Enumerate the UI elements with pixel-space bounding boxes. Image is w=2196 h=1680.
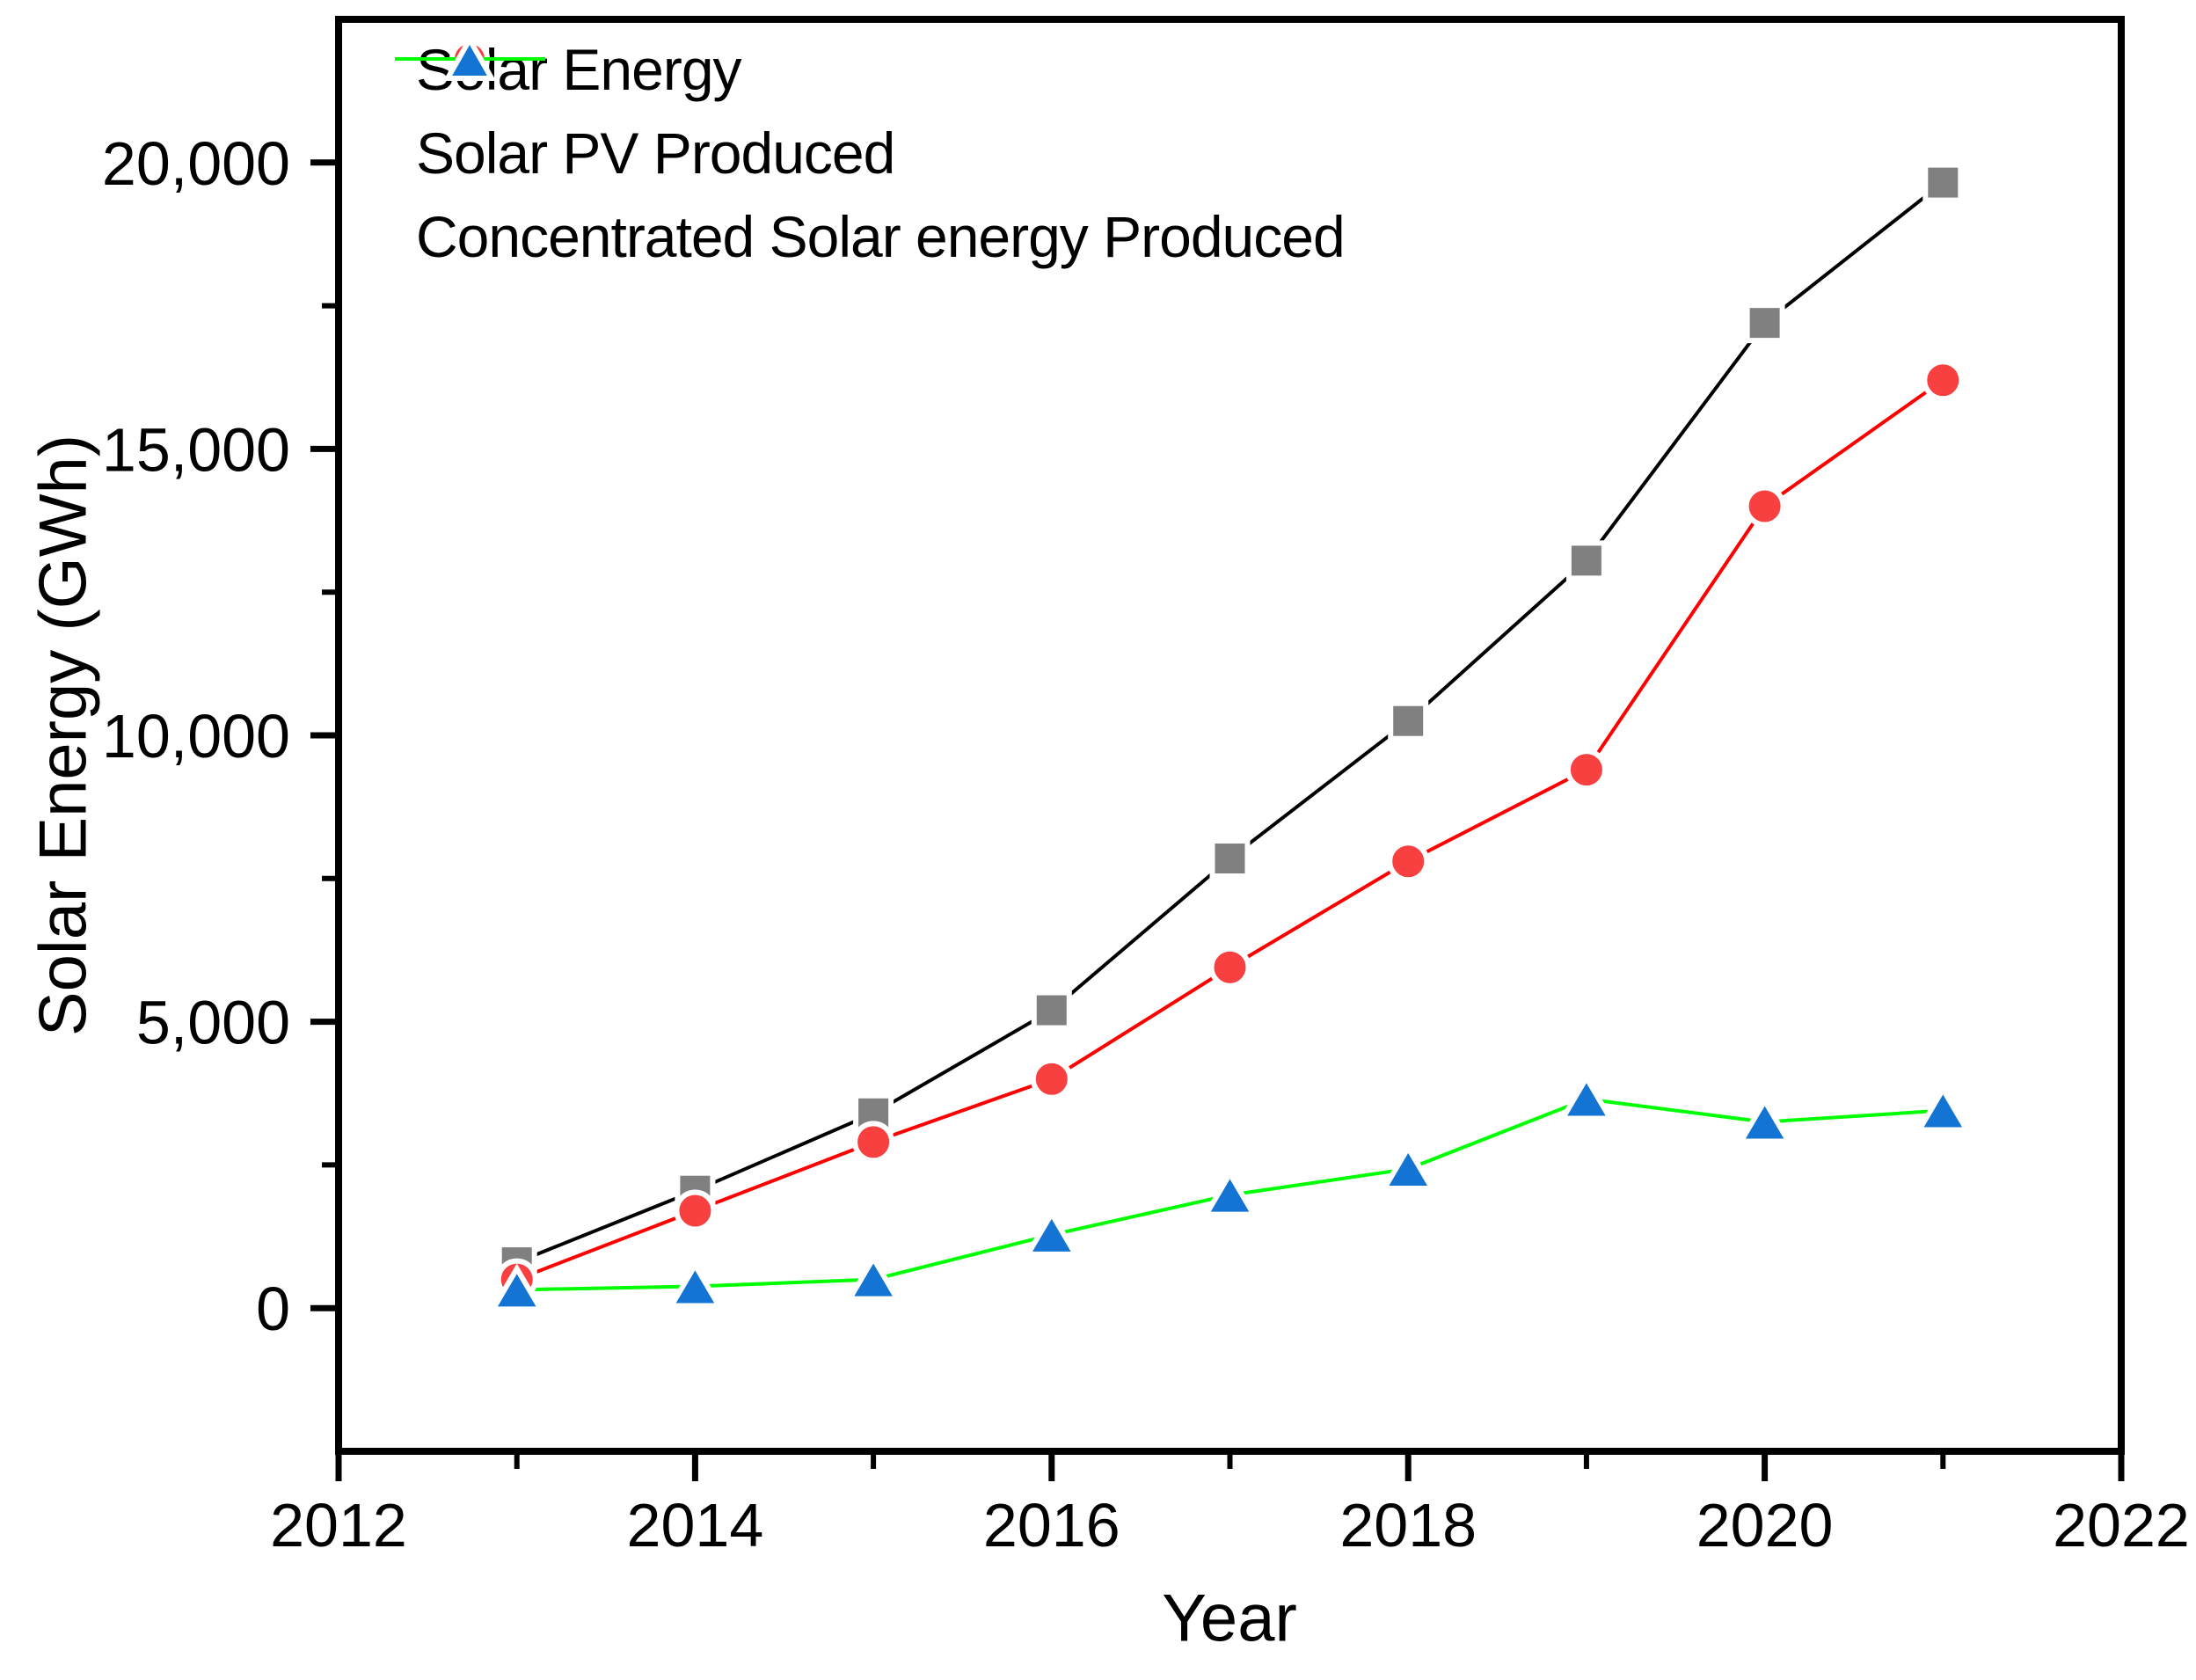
x-tick-label: 2020: [1696, 1491, 1834, 1559]
data-point-circle: [1387, 840, 1430, 883]
legend-label: Concentrated Solar energy Produced: [416, 203, 1346, 269]
data-point-circle: [1743, 485, 1786, 528]
y-tick-label: 0: [256, 1275, 290, 1343]
data-point-circle: [1030, 1057, 1073, 1100]
x-tick-label: 2012: [270, 1491, 407, 1559]
y-tick-label: 20,000: [102, 129, 290, 198]
data-point-circle: [1208, 946, 1251, 989]
data-point-triangle: [667, 1260, 724, 1309]
legend-label: Solar PV Produced: [416, 120, 895, 186]
legend-triangle-icon: [395, 33, 545, 81]
data-point-triangle: [1023, 1208, 1081, 1257]
series-line-0: [515, 181, 1944, 1264]
data-point-circle: [1922, 359, 1965, 402]
x-tick-label: 2022: [2053, 1491, 2190, 1559]
data-point-square: [1209, 838, 1251, 880]
plot-border: [335, 16, 2125, 1455]
data-point-triangle: [844, 1253, 902, 1302]
data-point-triangle: [1915, 1084, 1972, 1133]
x-tick-label: 2014: [627, 1491, 764, 1559]
series-line-1: [515, 378, 1944, 1282]
data-point-square: [1388, 700, 1429, 741]
x-axis-title: Year: [1162, 1581, 1297, 1656]
legend: Solar Energy Solar PV Produced Concentrate…: [393, 27, 1346, 278]
data-point-square: [1031, 990, 1072, 1031]
data-point-circle: [674, 1189, 717, 1232]
y-tick-label: 15,000: [102, 415, 290, 484]
legend-item: Solar PV Produced: [393, 39, 1345, 194]
y-tick-label: 10,000: [102, 702, 290, 771]
x-tick-label: 2016: [983, 1491, 1120, 1559]
legend-item: Concentrated Solar energy Produced: [393, 33, 1346, 278]
data-point-triangle: [1201, 1168, 1259, 1217]
data-point-triangle: [488, 1263, 545, 1312]
data-point-square: [1565, 540, 1607, 581]
data-point-triangle: [1379, 1143, 1437, 1191]
data-point-square: [1744, 303, 1785, 344]
x-tick-label: 2018: [1339, 1491, 1477, 1559]
data-point-circle: [852, 1121, 895, 1164]
data-point-triangle: [1736, 1095, 1793, 1144]
data-point-triangle: [1558, 1072, 1616, 1121]
y-tick-label: 5,000: [136, 989, 290, 1057]
data-point-circle: [1565, 749, 1608, 792]
data-point-square: [1922, 162, 1964, 203]
y-axis-title: Solar Energy (GWh): [26, 434, 101, 1037]
